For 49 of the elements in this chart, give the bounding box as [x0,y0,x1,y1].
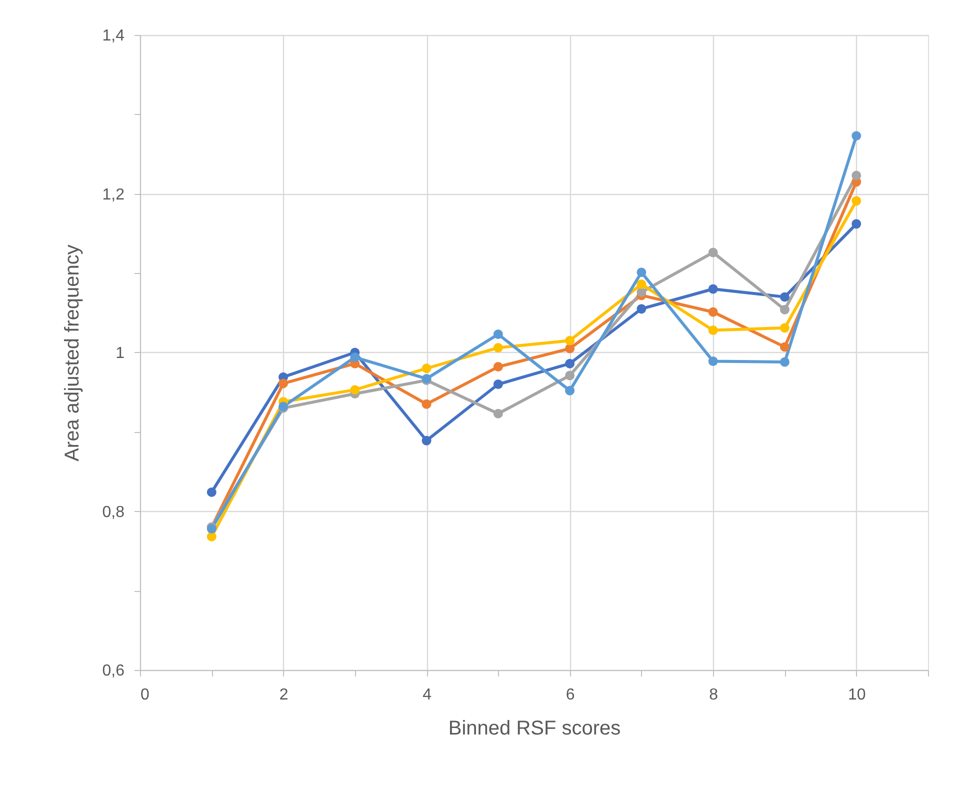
point [852,131,862,141]
point [493,362,503,372]
point [636,268,646,278]
x-tick-label: 2 [279,686,288,704]
x-tick-label: 4 [422,686,432,704]
point [708,326,718,336]
point [565,358,575,368]
point [493,330,503,339]
y-tick-label: 0,8 [102,504,125,521]
x-tick-label: 6 [566,686,575,704]
x-tick-label: 8 [709,686,718,704]
point [206,487,216,497]
point [708,248,718,258]
point [422,399,432,409]
point [422,364,432,374]
point [350,352,360,362]
point [708,284,718,294]
point [780,342,790,352]
y-axis-title: Area adjusted frequency [61,244,84,462]
point [493,408,503,418]
point [565,370,575,380]
point [708,307,718,317]
point [780,323,790,333]
point [493,380,503,389]
y-tick-label: 1,2 [102,186,125,204]
point [493,343,503,352]
point [565,336,575,346]
point [780,304,790,314]
y-tick-label: 0,6 [102,662,125,680]
point [565,344,575,354]
y-tick-label: 1 [116,345,125,362]
point [278,378,288,388]
point [636,287,646,297]
point [422,436,432,446]
point [565,386,575,396]
point [636,280,646,289]
point [206,532,216,542]
point [852,196,862,206]
point [350,385,360,395]
point [636,304,646,314]
x-axis-title: Binned RSF scores [448,718,621,740]
x-tick-label: 0 [140,686,150,704]
point [780,292,790,302]
y-tick-label: 1,4 [102,28,125,44]
point [852,170,862,180]
point [852,219,862,229]
point [708,356,718,366]
point [780,357,790,367]
x-tick-label: 10 [848,686,866,704]
